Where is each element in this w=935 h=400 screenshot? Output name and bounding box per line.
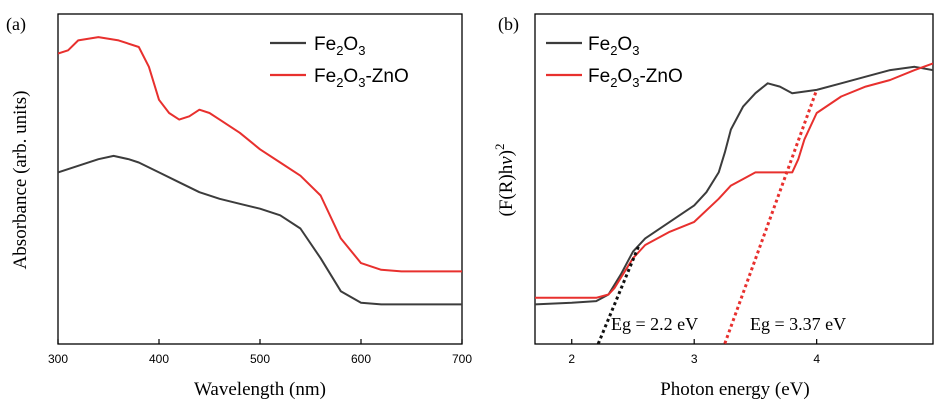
bandgap-annotation-fe2o3-zno: Eg = 3.37 eV	[750, 314, 846, 334]
panel-b-legend-label-fe2o3-zno: Fe2O3-ZnO	[588, 66, 683, 90]
panel-a-absorbance: (a) 300 400 500 600 700 Absorbance (arb. uni…	[6, 13, 472, 400]
panel-a-x-tick-label: 700	[452, 352, 472, 366]
panel-a-x-axis-label: Wavelength (nm)	[194, 379, 326, 400]
panel-a-x-tick-label: 500	[250, 352, 270, 366]
panel-a-series-line-fe2o3	[58, 154, 462, 306]
panel-b-legend-label-fe2o3: Fe2O3	[588, 34, 639, 58]
panel-a-legend-label-fe2o3: Fe2O3	[314, 34, 365, 58]
panel-b-y-axis-label: (F(R)hν)2	[492, 144, 517, 217]
panel-b-x-axis-label: Photon energy (eV)	[660, 379, 810, 400]
panel-a-x-tick-label: 300	[48, 352, 68, 366]
panel-a-x-tick-label: 600	[351, 352, 371, 366]
panel-a-legend-label-fe2o3-zno: Fe2O3-ZnO	[314, 66, 409, 90]
panel-b-series-line-fe2o3-zno	[535, 62, 933, 299]
panel-b-series-line-fe2o3	[535, 65, 933, 306]
panel-b-tauc-plot: (b) 2 3 4 (F(R)hν)2 Photon energy (eV) Fe2…	[492, 13, 934, 400]
panel-b-plot-frame	[534, 13, 934, 345]
panel-b-x-tick-label: 4	[813, 352, 820, 366]
bandgap-annotation-fe2o3: Eg = 2.2 eV	[611, 314, 698, 334]
panel-b-legend: Fe2O3 Fe2O3-ZnO	[546, 34, 683, 90]
panel-b-label: (b)	[498, 14, 519, 35]
panel-a-x-tick-label: 400	[149, 352, 169, 366]
panel-a-series-line-fe2o3-zno	[58, 36, 462, 273]
panel-b-x-tick-label: 3	[691, 352, 698, 366]
panel-a-legend: Fe2O3 Fe2O3-ZnO	[270, 34, 409, 90]
panel-a-plot-frame	[57, 13, 463, 345]
panel-a-y-axis-label: Absorbance (arb. units)	[10, 91, 31, 270]
panel-b-linear-fit-fe2o3	[596, 244, 641, 344]
panel-b-x-tick-label: 2	[568, 352, 575, 366]
panel-a-label: (a)	[6, 14, 26, 35]
